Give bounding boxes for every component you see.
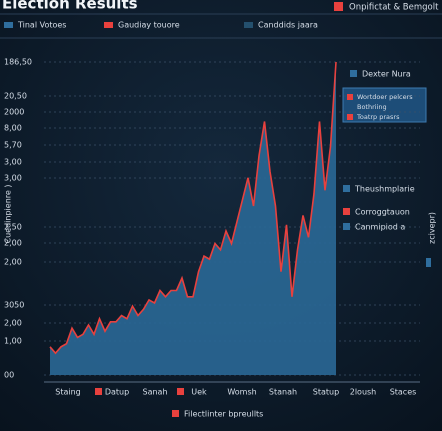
legend-label: Canddids jaara [258, 21, 318, 30]
legend-swatch [4, 22, 13, 28]
vertical-label: zcivepr) [428, 212, 437, 244]
x-tick-label: Womsh [227, 388, 256, 397]
y-tick-label: 1,00 [4, 337, 22, 346]
x-tick-label: Statup [313, 388, 339, 397]
legend-label: Filectlinter bpreullts [184, 410, 263, 419]
legend-swatch [104, 22, 113, 28]
y-tick-label: 5,70 [4, 141, 22, 150]
y-tick-label: 2000 [4, 108, 24, 117]
x-tick-label: Staces [390, 388, 417, 397]
legend-label: Theushmplarie [354, 185, 415, 194]
highlight-label: Toatrp prasrs [356, 113, 400, 121]
y-tick-label: 3,00 [4, 158, 22, 167]
x-marker [177, 388, 184, 395]
chart-title: Election Results [2, 0, 138, 13]
x-tick-label: Staing [55, 388, 81, 397]
legend-label: Canmipiod a [355, 223, 405, 232]
y-tick-label: 3050 [4, 301, 24, 310]
y-tick-label: 20,50 [4, 92, 27, 101]
y-tick-label: 2,00 [4, 258, 22, 267]
y-tick-label: 8,00 [4, 124, 22, 133]
legend-label: Onpifictat & Bemgolt [349, 3, 439, 13]
y-tick-label: 00 [4, 371, 14, 380]
area [50, 62, 336, 375]
y-tick-label: 186,50 [4, 58, 32, 67]
x-tick-label: Sanah [142, 388, 167, 397]
highlight-label: Bothriing [357, 103, 387, 111]
legend-label: Corroggtauon [355, 208, 410, 217]
legend-label: Gaudiay touore [118, 21, 180, 30]
legend-label: Tinal Votoes [17, 21, 66, 30]
marker [426, 258, 431, 267]
y-tick-label: 2,50 [4, 223, 22, 232]
legend-swatch [347, 114, 353, 120]
x-tick-label: Uek [191, 388, 207, 397]
line [49, 61, 337, 355]
y-tick-label: 3,00 [4, 174, 22, 183]
y-axis-label: Cuedinpienre ) [4, 185, 13, 244]
legend-swatch [343, 208, 350, 215]
legend-swatch [244, 22, 253, 28]
y-tick-label: 2,00 [4, 239, 22, 248]
x-tick-label: 2loush [350, 388, 377, 397]
legend-swatch [347, 94, 353, 100]
x-marker [95, 388, 102, 395]
legend-swatch [343, 185, 350, 192]
legend-swatch [334, 2, 343, 11]
y-tick-label: 2,00 [4, 319, 22, 328]
highlight-label: Wortdoer pelcers [357, 93, 413, 101]
highlight-box [342, 87, 427, 123]
legend-swatch [350, 70, 357, 77]
legend-label: Dexter Nura [362, 70, 411, 79]
x-tick-label: Datup [105, 388, 129, 397]
legend-swatch [172, 410, 179, 417]
legend-swatch [343, 223, 350, 230]
x-tick-label: Stanah [269, 388, 297, 397]
